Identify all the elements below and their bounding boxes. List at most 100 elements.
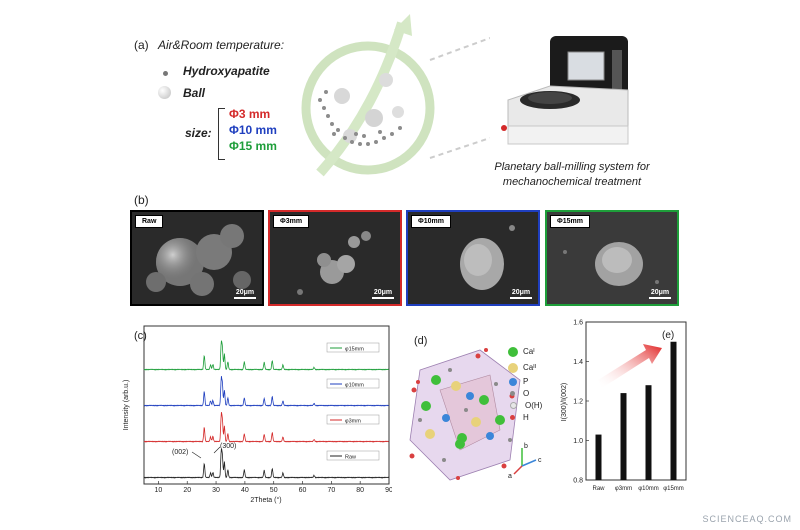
sem-image-raw: Raw 20μm <box>130 210 264 306</box>
xrd-xtick-label-3: 40 <box>241 487 249 494</box>
panel-d-label: (d) <box>414 335 428 347</box>
xrd-chart: 10 20 30 40 50 60 70 80 90 Raw φ3mm φ10mm φ15mm Int… <box>123 325 392 504</box>
size-list: Φ3 mm Φ10 mm Φ15 mm <box>229 106 277 154</box>
p-atoms <box>442 392 494 440</box>
axis-a-label: a <box>508 473 512 480</box>
bar-x-ticks: Raw φ3mm φ10mm φ15mm <box>592 486 683 492</box>
scale-bar-10mm: 20μm <box>510 289 532 299</box>
ca2-swatch <box>508 362 518 373</box>
h-atoms <box>409 348 515 480</box>
rotation-arrow <box>316 21 407 177</box>
legend-row-oh: O(H) <box>508 400 542 412</box>
ca1-swatch <box>508 346 518 357</box>
peak-label-002: (002) <box>172 449 188 456</box>
xrd-line-1 <box>143 412 389 443</box>
bar-xtick-label-2: φ10mm <box>638 486 659 492</box>
peak-label-300: (300) <box>220 443 236 450</box>
bar-ytick-label-1: 1.0 <box>573 438 583 445</box>
inner-polyhedra <box>439 374 501 451</box>
hydroxyapatite-dot <box>163 71 168 76</box>
legend-row-h: H <box>508 412 542 424</box>
p-swatch <box>509 377 517 386</box>
xrd-line-3 <box>143 340 390 371</box>
trend-arrow <box>598 344 662 388</box>
xrd-legend-box-0 <box>326 450 380 461</box>
size-bracket <box>218 108 225 160</box>
bar-ytick-label-3: 1.4 <box>573 359 583 366</box>
panel-b-label: (b) <box>134 193 149 207</box>
bar-xtick-label-1: φ3mm <box>615 486 632 492</box>
panel-a-label: (a) <box>134 38 149 52</box>
o-swatch <box>510 391 515 397</box>
size-15mm: Φ15 mm <box>229 139 277 153</box>
bar-0 <box>595 434 602 480</box>
ball-dot <box>158 86 171 99</box>
sem-10mm-particles <box>460 225 515 290</box>
xrd-xtick-label-2: 30 <box>212 487 220 494</box>
ball-mill-machine-photo <box>501 36 629 145</box>
jar-ring <box>301 41 435 175</box>
crystal-legend: Caᴵ Caᴵᴵ P O O(H) H <box>508 346 542 424</box>
xrd-legend-text-2: φ10mm <box>345 383 364 389</box>
panel-e-label: (e) <box>662 330 674 341</box>
crystal-axes: b c a <box>508 443 542 480</box>
crystal-structure <box>409 348 521 481</box>
bar-ytick-label-0: 0.8 <box>573 478 583 485</box>
sem-tag-raw: Raw <box>135 215 164 228</box>
ca1-atoms <box>421 375 505 449</box>
xrd-legend-text-1: φ3mm <box>345 419 361 425</box>
sem-tag-15mm: Φ15mm <box>550 215 590 228</box>
bar-y-ticks: 0.8 1.0 1.2 1.4 1.6 <box>573 320 589 485</box>
h-swatch <box>510 415 515 421</box>
milling-balls <box>334 73 404 143</box>
xrd-xtick-label-8: 90 <box>385 487 392 494</box>
xrd-x-axis-label: 2Theta (°) <box>250 496 281 504</box>
bar-1 <box>620 393 627 480</box>
xrd-y-axis-label: Intensity (arb.u.) <box>123 380 130 431</box>
scale-bar-raw: 20μm <box>234 289 256 299</box>
bar-ytick-label-4: 1.6 <box>573 320 583 327</box>
xrd-xtick-label-4: 50 <box>270 487 278 494</box>
bar-group <box>595 341 677 480</box>
machine-caption-line-2: mechanochemical treatment <box>502 176 642 188</box>
sem-3mm-particles <box>297 231 371 295</box>
legend-row-ca1: Caᴵ <box>508 346 542 358</box>
scale-bar-3mm: 20μm <box>372 289 394 299</box>
milling-jar-illustration <box>301 14 490 177</box>
peak-002-pointer <box>191 451 202 459</box>
legend-hydroxyapatite: Hydroxyapatite <box>183 64 270 78</box>
xrd-xtick-label-1: 20 <box>183 487 191 494</box>
bar-3 <box>670 341 677 480</box>
xrd-x-ticks: 10 20 30 40 50 60 70 80 90 <box>155 481 392 494</box>
machine-caption: Planetary ball-milling system for mechan… <box>482 160 662 190</box>
legend-row-ca2: Caᴵᴵ <box>508 362 542 374</box>
size-10mm: Φ10 mm <box>229 123 277 137</box>
bar-y-axis-label: I(300)/I(002) <box>561 383 568 422</box>
zoom-line-top <box>429 37 490 61</box>
o-atoms <box>418 368 512 462</box>
xrd-xtick-label-5: 60 <box>299 487 307 494</box>
axis-c-label: c <box>538 457 542 464</box>
xrd-legend-box-1 <box>326 414 380 425</box>
sem-image-10mm: Φ10mm 20μm <box>406 210 540 306</box>
zoom-line-bottom <box>429 137 490 159</box>
rotation-arrow-head <box>394 14 412 36</box>
size-3mm: Φ3 mm <box>229 107 271 121</box>
ratio-bar-chart: 0.8 1.0 1.2 1.4 1.6 Raw φ3mm φ10mm φ15mm I(300)… <box>561 320 687 492</box>
oh-swatch <box>510 402 517 410</box>
xrd-xtick-label-0: 10 <box>155 487 163 494</box>
xrd-xtick-label-7: 80 <box>356 487 364 494</box>
legend-row-p: P <box>508 376 542 388</box>
legend-row-o: O <box>508 388 542 400</box>
xrd-line-0 <box>143 448 390 479</box>
scale-bar-15mm: 20μm <box>649 289 671 299</box>
bar-ytick-label-2: 1.2 <box>573 399 583 406</box>
watermark: SCIENCEAQ.COM <box>702 514 792 524</box>
xrd-legend-text-0: Raw <box>345 455 356 461</box>
sem-tag-10mm: Φ10mm <box>411 215 451 228</box>
xrd-legend-box-2 <box>326 378 380 389</box>
bar-xtick-label-0: Raw <box>592 486 605 492</box>
condition-text: Air&Room temperature: <box>158 38 285 52</box>
bar-2 <box>645 385 652 480</box>
sem-tag-3mm: Φ3mm <box>273 215 310 228</box>
